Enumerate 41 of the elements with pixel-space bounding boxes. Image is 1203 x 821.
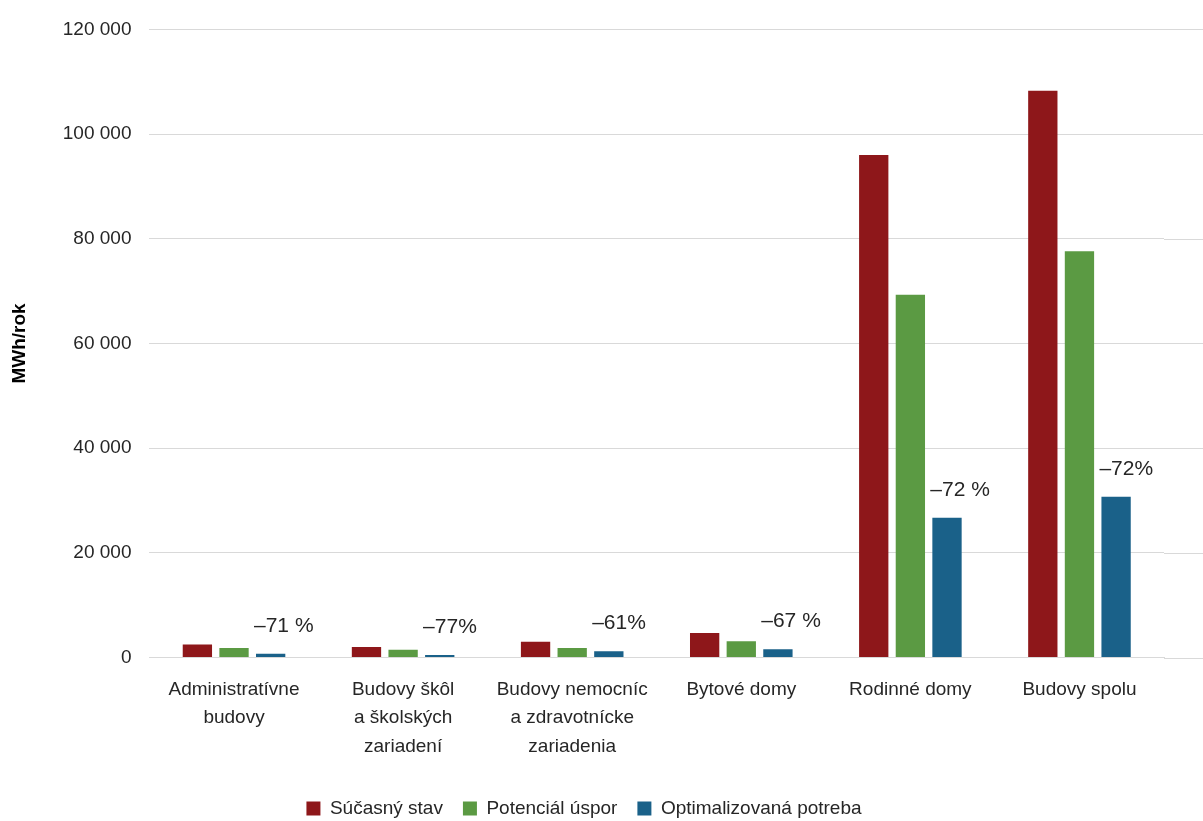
bar: [256, 653, 286, 657]
y-tick-label: 60 000: [73, 331, 132, 353]
annotation: –72%: [1099, 455, 1154, 479]
bar: [1101, 496, 1131, 657]
annotation: –67 %: [761, 607, 821, 631]
annotation: –61%: [592, 610, 646, 634]
bar: [726, 641, 756, 657]
bar: [1028, 90, 1058, 657]
x-tick-label: Administratívne budovy: [168, 677, 300, 728]
annotation: –72 %: [930, 476, 990, 500]
legend-label: Súčasný stav: [329, 796, 444, 818]
y-tick-label: 80 000: [73, 227, 132, 248]
legend-label: Potenciál úspor: [486, 796, 619, 818]
y-tick-label: 20 000: [73, 541, 132, 563]
bar: [932, 517, 962, 657]
bar: [1064, 251, 1095, 657]
bar: [763, 649, 793, 657]
bar: [351, 647, 382, 657]
y-tick-label: 0: [120, 645, 132, 667]
x-tick-label: Rodinné domy: [849, 677, 973, 699]
bar: [689, 632, 720, 657]
legend-label: Optimalizovaná potreba: [660, 796, 862, 818]
bar: [557, 648, 587, 657]
annotation: –77%: [423, 613, 477, 637]
bar: [895, 294, 926, 657]
bar: [594, 651, 624, 657]
x-tick-label: Bytové domy: [686, 677, 797, 699]
y-axis-title: MWh/rok: [7, 302, 29, 384]
x-tick-label: Budovy spolu: [1022, 677, 1137, 699]
bar: [182, 644, 213, 657]
bar: [859, 155, 889, 657]
bar: [425, 654, 455, 657]
y-tick-label: 100 000: [62, 122, 132, 144]
bar: [219, 648, 249, 657]
x-tick-label: Budovy nemocníc a zdravotnícke zariadenia: [496, 677, 648, 756]
x-tick-label: Budovy škôl a školských zariadení: [351, 677, 455, 756]
bar: [388, 649, 418, 657]
annotation: –71 %: [254, 612, 314, 636]
y-tick-label: 40 000: [73, 436, 132, 458]
bar: [520, 641, 551, 657]
y-tick-label: 120 000: [62, 17, 132, 39]
